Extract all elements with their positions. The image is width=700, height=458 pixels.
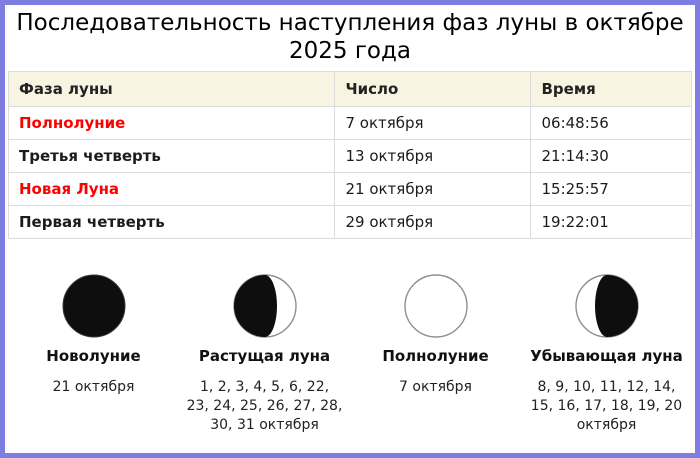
table-header-row: Фаза луны Число Время <box>7 71 692 107</box>
dates-line: 21 октября <box>52 379 135 395</box>
waxing-moon-icon <box>232 274 297 338</box>
phase-card-new-moon: Новолуние 21 октября <box>8 273 179 435</box>
phase-card-label: Новолуние <box>46 347 141 365</box>
phase-time: 19:22:01 <box>530 205 692 239</box>
phase-card-dates: 7 октября <box>350 378 521 397</box>
phase-card-dates: 1, 2, 3, 4, 5, 6, 22, 23, 24, 25, 26, 27… <box>179 378 350 435</box>
waning-moon-icon <box>574 274 639 338</box>
phase-date: 29 октября <box>334 205 532 239</box>
page-title-line2: 2025 года <box>289 38 411 64</box>
phase-date: 13 октября <box>334 139 532 173</box>
dates-line: 30, 31 октября <box>210 417 319 433</box>
table-row: Первая четверть 29 октября 19:22:01 <box>7 205 692 239</box>
new-moon-icon <box>62 274 125 338</box>
dates-line: 1, 2, 3, 4, 5, 6, 22, <box>199 379 330 395</box>
phase-card-label: Убывающая луна <box>530 347 683 365</box>
phase-card-label: Полнолуние <box>382 347 489 365</box>
phase-time: 06:48:56 <box>530 106 692 140</box>
phase-card-waning-moon: Убывающая луна 8, 9, 10, 11, 12, 14, 15,… <box>521 273 692 435</box>
table-row: Третья четверть 13 октября 21:14:30 <box>7 139 692 173</box>
phase-name: Полнолуние <box>7 106 336 140</box>
page-title: Последовательность наступления фаз луны … <box>14 9 686 65</box>
table-row: Новая Луна 21 октября 15:25:57 <box>7 172 692 206</box>
col-header-time: Время <box>530 71 692 107</box>
phase-name: Третья четверть <box>7 139 336 173</box>
col-header-date: Число <box>334 71 532 107</box>
phase-date: 21 октября <box>334 172 532 206</box>
phase-time: 15:25:57 <box>530 172 692 206</box>
phase-name: Первая четверть <box>7 205 336 239</box>
phase-date: 7 октября <box>334 106 532 140</box>
dates-line: октября <box>576 417 637 433</box>
col-header-phase: Фаза луны <box>7 71 336 107</box>
dates-line: 23, 24, 25, 26, 27, 28, <box>186 398 343 414</box>
moon-phase-table: Фаза луны Число Время Полнолуние 7 октяб… <box>7 71 692 239</box>
phase-card-full-moon: Полнолуние 7 октября <box>350 273 521 435</box>
phase-name: Новая Луна <box>7 172 336 206</box>
phase-card-dates: 8, 9, 10, 11, 12, 14, 15, 16, 17, 18, 19… <box>521 378 692 435</box>
dates-line: 8, 9, 10, 11, 12, 14, <box>537 379 676 395</box>
phase-time: 21:14:30 <box>530 139 692 173</box>
table-row: Полнолуние 7 октября 06:48:56 <box>7 106 692 140</box>
phase-card-label: Растущая луна <box>198 347 331 365</box>
dates-line: 7 октября <box>399 379 472 395</box>
page-title-line1: Последовательность наступления фаз луны … <box>16 10 684 36</box>
full-moon-icon <box>403 274 468 338</box>
dates-line: 15, 16, 17, 18, 19, 20 <box>530 398 683 414</box>
phase-card-dates: 21 октября <box>8 378 179 397</box>
phase-card-waxing-moon: Растущая луна 1, 2, 3, 4, 5, 6, 22, 23, … <box>179 273 350 435</box>
moon-phases-section: Новолуние 21 октября Растущая луна 1, 2,… <box>8 273 692 435</box>
